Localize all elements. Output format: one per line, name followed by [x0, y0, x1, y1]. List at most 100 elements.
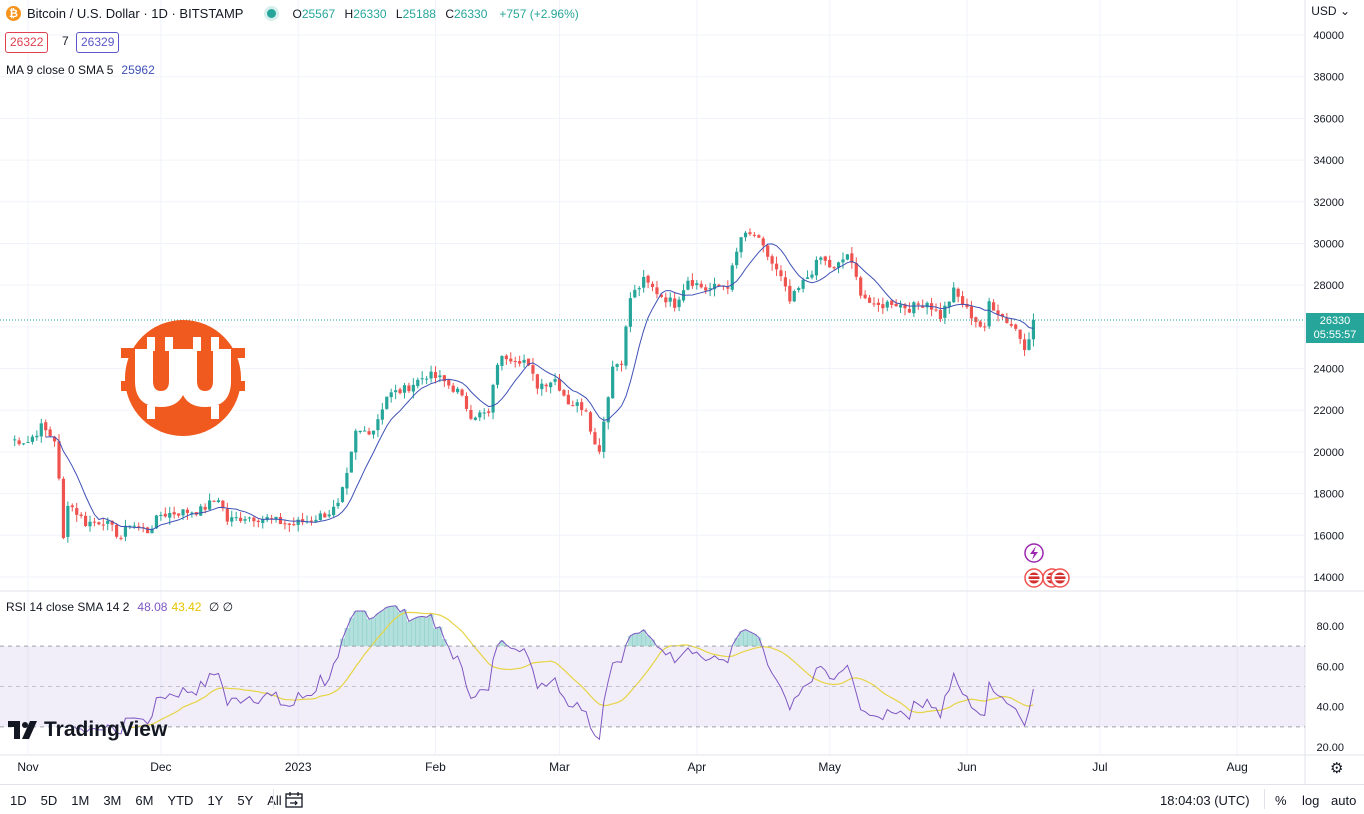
tradingview-logo[interactable]: TradingView: [8, 718, 167, 742]
price-tick-label: 40000: [1313, 30, 1344, 42]
candle-body: [495, 364, 500, 385]
bitcoin-ww-logo: [121, 320, 245, 436]
candle-body: [509, 358, 513, 362]
calendar-goto-icon[interactable]: [284, 791, 304, 809]
chart-header: ₿ Bitcoin / U.S. Dollar · 1D · BITSTAMP …: [6, 6, 579, 21]
rsi-legend[interactable]: RSI 14 close SMA 14 2 48.08 43.42 ∅ ∅: [6, 600, 234, 614]
range-ytd[interactable]: YTD: [167, 793, 194, 808]
candle-body: [491, 384, 495, 413]
candle-body: [504, 355, 508, 360]
candle-body: [159, 514, 163, 516]
candle-body: [978, 321, 982, 327]
candle-body: [965, 303, 969, 308]
price-chart[interactable]: 1400016000180002000022000240002600028000…: [0, 0, 1364, 785]
candle-body: [44, 422, 48, 431]
candle-body: [797, 288, 801, 291]
candle-body: [783, 277, 788, 287]
range-3m[interactable]: 3M: [103, 793, 122, 808]
candle-body: [398, 389, 402, 394]
candle-body: [61, 478, 66, 538]
candle-body: [743, 232, 748, 238]
price-tick-label: 24000: [1313, 364, 1344, 376]
symbol-title[interactable]: Bitcoin / U.S. Dollar · 1D · BITSTAMP: [27, 6, 244, 21]
price-tick-label: 22000: [1313, 405, 1344, 417]
range-5y[interactable]: 5Y: [237, 793, 254, 808]
candle-body: [163, 513, 167, 517]
range-5d[interactable]: 5D: [40, 793, 58, 808]
event-markers[interactable]: [1024, 543, 1070, 588]
candle-body: [230, 517, 234, 522]
candle-body: [394, 390, 398, 393]
time-tick-label: 2023: [285, 760, 312, 774]
candle-body: [296, 519, 300, 525]
utc-clock[interactable]: 18:04:03 (UTC): [1160, 793, 1250, 808]
candle-body: [894, 303, 898, 307]
candle-body: [863, 294, 867, 299]
range-1d[interactable]: 1D: [10, 793, 27, 808]
candle-body: [318, 513, 322, 520]
candle-body: [52, 436, 57, 442]
candle-body: [912, 302, 916, 314]
log-scale-toggle[interactable]: log: [1302, 793, 1320, 808]
candle-body: [278, 517, 283, 525]
candle-body: [553, 379, 557, 382]
candle-body: [650, 283, 655, 287]
candle-body: [854, 263, 858, 277]
percent-scale-toggle[interactable]: %: [1275, 793, 1287, 808]
us-flag-stripe: [1054, 575, 1066, 577]
candle-body: [482, 412, 486, 414]
us-flag-stripe: [1054, 579, 1066, 581]
spread-value: 7: [62, 34, 69, 48]
candle-body: [487, 411, 491, 413]
candle-body: [850, 253, 854, 263]
candle-body: [540, 383, 544, 390]
price-tick-label: 30000: [1313, 238, 1344, 250]
candle-body: [35, 435, 39, 438]
candle-body: [646, 275, 650, 283]
candle-body: [717, 284, 721, 287]
settings-gear-icon[interactable]: ⚙: [1330, 760, 1344, 777]
sell-price-button[interactable]: 26322: [5, 32, 49, 53]
candle-body: [664, 297, 668, 303]
candle-body: [677, 299, 681, 308]
candle-body: [97, 522, 101, 525]
time-tick-label: Mar: [549, 760, 570, 774]
candle-body: [212, 500, 216, 502]
candle-body: [615, 364, 619, 367]
currency-selector[interactable]: USD ⌄: [1311, 4, 1350, 18]
candle-body: [708, 288, 712, 290]
candle-body: [314, 519, 318, 522]
candle-body: [544, 384, 548, 387]
range-all[interactable]: All: [267, 793, 282, 808]
buy-price-button[interactable]: 26329: [76, 32, 120, 53]
range-6m[interactable]: 6M: [135, 793, 154, 808]
range-1y[interactable]: 1Y: [207, 793, 224, 808]
candle-body: [340, 487, 345, 502]
candle-body: [66, 505, 70, 537]
ma-line: [45, 243, 1034, 531]
candle-body: [17, 440, 21, 445]
candle-body: [1005, 317, 1009, 323]
candle-body: [433, 372, 438, 378]
market-status-dot[interactable]: [267, 9, 277, 18]
ma-legend[interactable]: MA 9 close 0 SMA 5 25962: [6, 63, 155, 77]
candlestick-series: [13, 228, 1036, 543]
time-tick-label: Jun: [957, 760, 976, 774]
lightning-bolt-icon: [1030, 546, 1038, 560]
candle-body: [451, 385, 455, 392]
candle-body: [469, 409, 473, 419]
candle-body: [168, 512, 172, 518]
auto-scale-toggle[interactable]: auto: [1331, 793, 1357, 808]
candle-body: [770, 256, 774, 264]
candle-body: [549, 382, 553, 388]
candle-body: [730, 265, 734, 290]
time-tick-label: May: [818, 760, 841, 774]
candle-body: [110, 520, 114, 525]
candle-body: [323, 513, 327, 518]
candle-body: [819, 257, 823, 260]
range-1m[interactable]: 1M: [71, 793, 90, 808]
candle-body: [420, 378, 424, 380]
candle-body: [597, 445, 601, 452]
time-tick-label: Aug: [1227, 760, 1248, 774]
candle-body: [823, 256, 827, 261]
